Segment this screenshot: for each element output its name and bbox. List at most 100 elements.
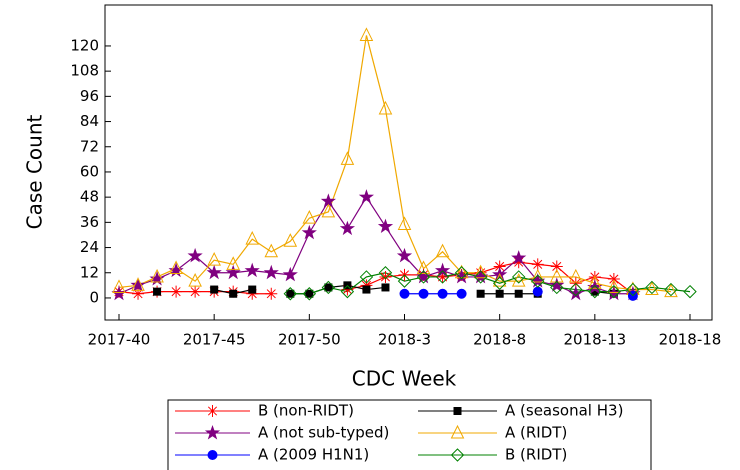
data-point (645, 280, 659, 295)
data-point (360, 279, 373, 292)
data-point (454, 266, 469, 280)
x-axis-label: CDC Week (352, 367, 457, 391)
data-point (340, 284, 355, 299)
data-point (587, 279, 603, 294)
y-tick-label: 84 (80, 112, 99, 130)
data-point (396, 247, 413, 263)
data-point (492, 276, 507, 290)
data-point (549, 277, 565, 292)
data-point (435, 243, 450, 258)
data-point (248, 285, 257, 294)
x-tick-label: 2017-45 (183, 331, 246, 349)
data-point (590, 287, 599, 296)
data-point (568, 268, 583, 283)
data-point (362, 285, 371, 294)
data-point (246, 287, 259, 300)
data-point (229, 289, 238, 298)
data-point (495, 289, 504, 298)
data-point (341, 283, 354, 296)
data-point (340, 151, 355, 165)
data-point (263, 264, 279, 280)
data-point (265, 287, 278, 300)
data-point (437, 288, 448, 299)
y-tick-label: 12 (80, 263, 99, 281)
y-tick-label: 96 (80, 87, 99, 105)
data-point (245, 231, 260, 245)
data-point (379, 270, 392, 283)
data-point (170, 285, 183, 298)
data-point (626, 282, 640, 297)
y-tick-label: 24 (80, 238, 99, 256)
data-point (530, 268, 545, 283)
data-point (456, 288, 467, 299)
data-point (226, 256, 241, 270)
legend-label: A (seasonal H3) (505, 402, 623, 420)
legend-marker (207, 450, 218, 460)
data-point (188, 273, 202, 287)
data-point (302, 210, 317, 224)
data-point (132, 287, 145, 300)
data-point (435, 262, 451, 278)
x-tick-label: 2018-3 (378, 331, 431, 349)
data-point (130, 277, 146, 292)
data-point (645, 281, 659, 296)
data-point (607, 273, 620, 286)
x-tick-label: 2017-40 (88, 331, 151, 349)
data-point (532, 286, 543, 297)
y-tick-label: 120 (70, 36, 99, 54)
data-point (359, 270, 374, 284)
series-line (290, 272, 691, 295)
legend-box (167, 399, 652, 470)
legend-marker (450, 424, 465, 439)
legend-marker (206, 405, 219, 417)
y-tick-label: 72 (80, 137, 99, 155)
x-tick-label: 2018-18 (659, 331, 722, 349)
data-point (473, 264, 488, 279)
data-point (282, 266, 298, 282)
data-point (473, 268, 489, 284)
data-point (588, 284, 602, 299)
data-point (476, 289, 485, 298)
data-point (435, 270, 450, 284)
data-point (301, 224, 317, 240)
series-line (118, 196, 633, 295)
data-point (397, 274, 412, 288)
data-point (531, 258, 544, 271)
data-point (320, 193, 336, 208)
data-point (131, 277, 145, 291)
data-point (454, 264, 469, 279)
data-point (664, 282, 678, 297)
data-point (225, 264, 241, 280)
data-point (321, 203, 336, 218)
x-tick-label: 2018-13 (563, 331, 626, 349)
data-point (358, 189, 374, 204)
legend-marker (453, 407, 462, 415)
data-point (286, 289, 295, 298)
data-point (588, 275, 602, 289)
data-point (381, 283, 390, 292)
data-point (321, 280, 336, 295)
data-point (511, 250, 527, 265)
data-point (399, 288, 410, 299)
data-point (511, 270, 526, 284)
data-point (418, 288, 429, 299)
data-point (530, 273, 546, 288)
data-point (207, 252, 221, 266)
legend-label: A (not sub-typed) (258, 424, 389, 442)
x-tick-label: 2018-8 (473, 331, 526, 349)
data-point (112, 279, 126, 293)
data-point (397, 216, 412, 230)
data-point (550, 260, 563, 273)
legend-label: B (non-RIDT) (258, 402, 354, 420)
data-point (187, 247, 203, 263)
data-point (149, 271, 165, 286)
legend-label: A (2009 H1N1) (258, 446, 369, 464)
data-point (339, 220, 355, 236)
data-point (283, 233, 298, 247)
data-point (324, 283, 333, 292)
y-axis-label: Case Count (23, 114, 47, 229)
data-point (168, 262, 184, 278)
data-point (244, 262, 260, 278)
data-point (189, 285, 202, 298)
